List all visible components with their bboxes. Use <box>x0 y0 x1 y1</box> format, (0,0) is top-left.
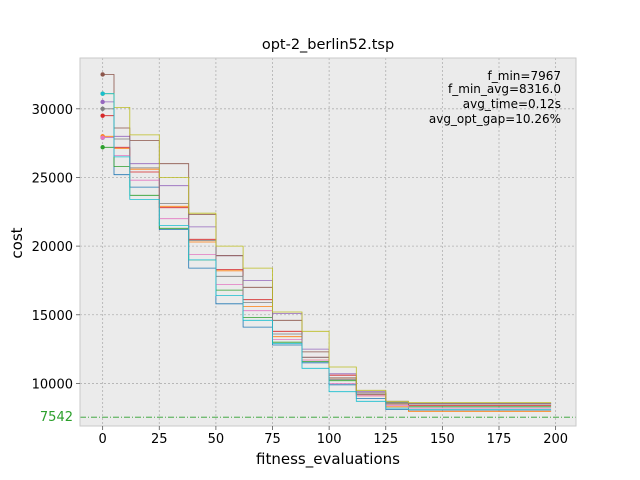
annotation-avg-opt-gap: avg_opt_gap=10.26% <box>429 112 561 126</box>
x-tick-label: 200 <box>543 432 568 447</box>
series-start-point-10 <box>100 91 105 96</box>
x-tick-label: 50 <box>208 432 225 447</box>
annotation-f-min-avg: f_min_avg=8316.0 <box>448 82 561 96</box>
x-tick-label: 100 <box>317 432 342 447</box>
series-layer <box>100 72 552 412</box>
series-line-8 <box>102 108 552 405</box>
annotation-box: f_min=7967 f_min_avg=8316.0 avg_time=0.1… <box>429 69 561 126</box>
x-axis-label: fitness_evaluations <box>256 450 400 469</box>
y-tick-label: 10000 <box>32 377 73 392</box>
series-start-point-5 <box>100 99 105 105</box>
x-tick-label: 75 <box>264 432 281 447</box>
series-start-point-8 <box>100 106 105 112</box>
series-start-point-4 <box>100 113 105 118</box>
y-tick-label: 30000 <box>32 103 73 118</box>
x-tick-label: 25 <box>151 432 168 447</box>
annotation-f-min: f_min=7967 <box>488 69 561 83</box>
y-tick-label: 15000 <box>32 309 73 324</box>
series-start-point-7 <box>100 135 105 140</box>
x-tick-label: 125 <box>373 432 398 447</box>
x-tick-label: 150 <box>430 432 455 447</box>
chart-title: opt-2_berlin52.tsp <box>262 37 394 53</box>
series-start-point-6 <box>100 72 105 77</box>
annotation-avg-time: avg_time=0.12s <box>463 97 561 111</box>
plot-background <box>80 58 576 426</box>
plot-frame <box>79 57 577 427</box>
x-tick-label: 0 <box>99 432 107 447</box>
series-start-point-3 <box>100 145 105 150</box>
grid <box>80 58 576 426</box>
series-line-9 <box>102 93 552 404</box>
x-tick-label: 175 <box>487 432 512 447</box>
series-line-10 <box>102 93 552 410</box>
tick-layer: 0 25 50 75 100 125 150 175 200 10000 15000 20000 250… <box>32 103 568 447</box>
optimum-label: 7542 <box>40 410 73 425</box>
y-tick-label: 20000 <box>32 240 73 255</box>
y-tick-label: 25000 <box>32 171 73 186</box>
y-axis-label: cost <box>8 227 26 258</box>
